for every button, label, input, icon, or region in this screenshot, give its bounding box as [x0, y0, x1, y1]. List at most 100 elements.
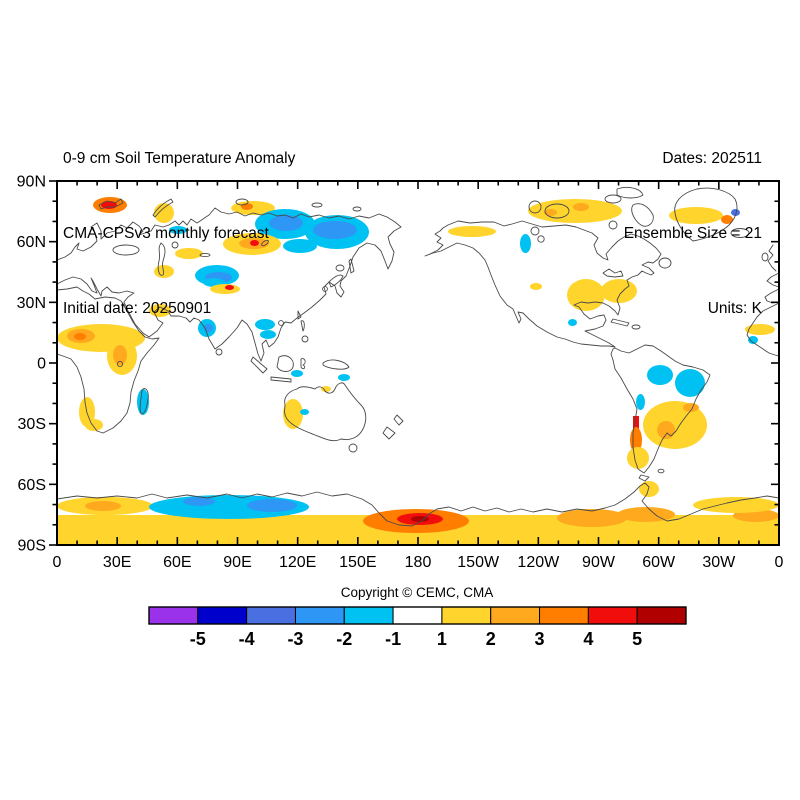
coast-falklands [657, 468, 665, 474]
anomaly-caspian-east-warm [154, 265, 174, 278]
anomaly-shading-layer [57, 197, 779, 545]
coast-tierra-del-fuego [638, 474, 650, 482]
coast-southampton-island [608, 220, 618, 230]
lon-label-12-0: 0 [775, 554, 784, 571]
lat-label-60N: 60N [17, 234, 46, 251]
coast-banks-island [528, 200, 542, 214]
anomaly-new-guinea-cold [338, 374, 350, 381]
anomaly-sahel-hot [74, 333, 86, 340]
anomaly-arctic-canada-hot2 [544, 209, 557, 216]
lon-label-0-0: 0 [53, 554, 62, 571]
anomaly-east-sahara-warm [745, 324, 775, 335]
coast-sri-lanka [215, 348, 223, 356]
colorbar-label--3: -3 [287, 629, 303, 649]
anomaly-baja-cold [568, 319, 577, 326]
coast-north-america [424, 220, 662, 348]
coast-devon-island [604, 194, 622, 204]
colorbar-label-4: 4 [583, 629, 593, 649]
colorbar-segment-0 [148, 606, 199, 625]
anomaly-north-australia-warm [321, 386, 331, 392]
coast-south-america [610, 344, 711, 474]
coast-aral-sea [171, 241, 179, 249]
anomaly-antarctic-peninsula-warm [639, 481, 659, 497]
anomaly-central-siberia-hot [250, 240, 259, 246]
anomaly-west-africa-cold-speck [748, 336, 758, 344]
colorbar-segment-10 [636, 606, 687, 625]
anomaly-severnaya-warm [231, 201, 275, 215]
coast-great-bear-lake [530, 226, 540, 236]
anomaly-antarctica-left-hot [85, 501, 121, 511]
coast-severnaya-zemlya [235, 198, 249, 206]
colorbar-segment-5 [392, 606, 443, 625]
anomaly-south-africa-warm [85, 419, 103, 431]
ensemble-size: Ensemble Size = 21 [623, 225, 762, 242]
anomaly-yakutia-cold [283, 239, 317, 253]
anomaly-west-us-warm [530, 283, 542, 290]
coast-kyushu [322, 286, 328, 292]
anomaly-central-us-warm [567, 279, 605, 311]
initial-date: Initial date: 20250901 [63, 300, 212, 317]
anomaly-south-china-cold [255, 319, 275, 330]
anomaly-greenland-east-cold [731, 209, 740, 216]
anomaly-ethiopia-warm-core [113, 345, 127, 365]
plot-title: 0-9 cm Soil Temperature Anomaly [63, 150, 296, 167]
coast-lake-victoria [116, 360, 124, 368]
anomaly-argentina-warm [643, 401, 707, 449]
colorbar-label-5: 5 [632, 629, 642, 649]
colorbar-label--1: -1 [385, 629, 401, 649]
anomaly-east-antarctica-cold-core2 [183, 497, 215, 506]
coast-caspian-sea [157, 242, 166, 276]
anomaly-east-antarctica-cold-core [247, 499, 297, 512]
colorbar-segment-1 [197, 606, 248, 625]
colorbar-border [148, 606, 687, 625]
colorbar-segment-3 [294, 606, 345, 625]
coast-luzon [300, 320, 305, 332]
anomaly-arctic-canada-hot [573, 203, 589, 211]
anomaly-argentina-warm-core2 [683, 403, 699, 412]
coast-nz-north [393, 414, 404, 426]
coast-ireland [761, 252, 769, 262]
coast-wrangel-island [352, 206, 362, 212]
header-left: 0-9 cm Soil Temperature Anomaly CMA-CPSv… [63, 96, 295, 371]
lon-label-10-60W: 60W [642, 554, 676, 571]
coast-nz-south [382, 426, 396, 440]
coast-taiwan [297, 310, 302, 320]
coast-black-sea [112, 244, 140, 256]
header-right: Dates: 202511 Ensemble Size = 21 Units: … [624, 96, 762, 371]
longitude-axis-labels: 0 30E 60E 90E 120E 150E 180 150W 120W 90W 60W 30W 0 [53, 554, 784, 571]
anomaly-west-antarctica-orange2 [617, 507, 675, 522]
anomaly-greenland-east-hot [721, 215, 733, 224]
units: Units: K [707, 300, 762, 317]
anomaly-alaska-warm [448, 226, 496, 237]
anomaly-tibet-hot [225, 285, 234, 290]
anomaly-peru-cold [636, 394, 645, 410]
lon-label-5-150E: 150E [339, 554, 376, 571]
colorbar-label-2: 2 [486, 629, 496, 649]
coast-great-slave-lake [537, 235, 545, 243]
coast-uk-fragment [767, 244, 777, 272]
anomaly-west-antarctica-orange [557, 509, 627, 527]
coast-ellesmere-island [616, 186, 644, 199]
valid-dates: Dates: 202511 [662, 150, 762, 167]
lat-label-90S: 90S [18, 538, 46, 555]
anomaly-indonesia-cold [291, 370, 303, 377]
coast-hainan [278, 320, 284, 326]
anomaly-west-siberia-cold [169, 226, 187, 234]
coast-africa [57, 286, 160, 434]
lat-label-90N: 90N [17, 174, 46, 191]
coast-honshu [328, 274, 344, 288]
coast-hokkaido [335, 264, 345, 272]
colorbar-label--5: -5 [190, 629, 206, 649]
coast-sakhalin [348, 258, 355, 274]
coast-newfoundland [658, 257, 672, 269]
colorbar-segment-2 [246, 606, 296, 625]
colorbar-segment-6 [441, 606, 492, 625]
coast-lake-baikal [261, 239, 269, 247]
coast-greenland [674, 187, 738, 242]
coast-sumatra [250, 356, 268, 374]
coast-australia [284, 382, 367, 442]
anomaly-west-australia-warm [283, 399, 303, 429]
coast-borneo [276, 355, 294, 372]
copyright-text: Copyright © CEMC, CMA [341, 585, 493, 600]
map-area [49, 180, 780, 546]
